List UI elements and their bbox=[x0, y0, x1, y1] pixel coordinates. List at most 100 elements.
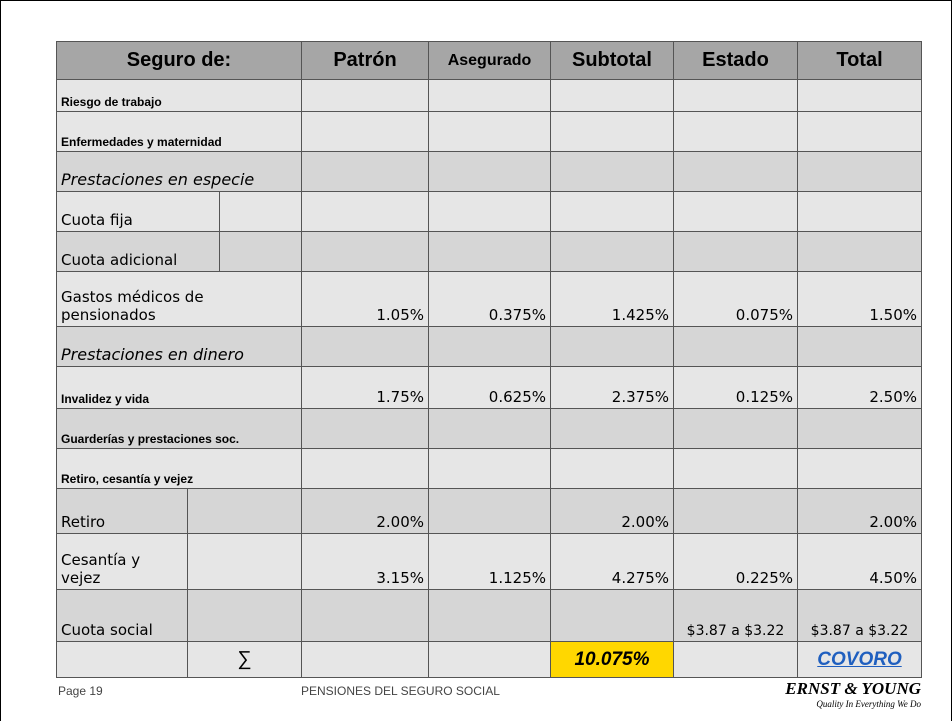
cell-text: 2.50% bbox=[869, 388, 917, 406]
empty-cell bbox=[797, 326, 922, 367]
empty-cell bbox=[550, 231, 674, 272]
table-cell: 1.425% bbox=[550, 271, 674, 327]
table-cell: COVORO bbox=[797, 641, 922, 678]
table-cell: Patrón bbox=[301, 41, 429, 80]
empty-cell bbox=[673, 408, 798, 449]
empty-cell bbox=[428, 111, 551, 152]
empty-cell bbox=[187, 589, 302, 642]
table-cell: Enfermedades y maternidad bbox=[56, 111, 302, 152]
cell-text: 1.425% bbox=[611, 306, 669, 324]
table-cell: Prestaciones en especie bbox=[56, 151, 302, 192]
cell-text: Gastos médicos de pensionados bbox=[61, 288, 204, 324]
table-cell: 0.225% bbox=[673, 533, 798, 590]
cell-text: $3.87 a $3.22 bbox=[686, 623, 785, 639]
table-cell: Asegurado bbox=[428, 41, 551, 80]
cell-text: COVORO bbox=[817, 648, 902, 670]
empty-cell bbox=[428, 589, 551, 642]
empty-cell bbox=[797, 111, 922, 152]
cell-text: ∑ bbox=[237, 648, 252, 670]
table-cell: 1.75% bbox=[301, 366, 429, 409]
empty-cell bbox=[301, 326, 429, 367]
empty-cell bbox=[301, 151, 429, 192]
cell-text: 3.15% bbox=[376, 569, 424, 587]
empty-cell bbox=[301, 191, 429, 232]
table-cell: $3.87 a $3.22 bbox=[797, 589, 922, 642]
cell-text: Total bbox=[836, 49, 883, 71]
cell-text: 4.275% bbox=[611, 569, 669, 587]
cell-text: 0.125% bbox=[735, 388, 793, 406]
empty-cell bbox=[428, 326, 551, 367]
table-cell: 4.50% bbox=[797, 533, 922, 590]
empty-cell bbox=[219, 231, 302, 272]
empty-cell bbox=[428, 231, 551, 272]
empty-cell bbox=[550, 191, 674, 232]
cell-text: Asegurado bbox=[447, 51, 532, 69]
empty-cell bbox=[673, 191, 798, 232]
page-number: Page 19 bbox=[58, 684, 103, 698]
table-cell: 2.00% bbox=[301, 488, 429, 534]
empty-cell bbox=[673, 641, 798, 678]
cell-text: 10.075% bbox=[574, 648, 650, 670]
empty-cell bbox=[428, 79, 551, 112]
cell-text: 0.375% bbox=[488, 306, 546, 324]
empty-cell bbox=[301, 589, 429, 642]
empty-cell bbox=[550, 589, 674, 642]
table-cell: 0.075% bbox=[673, 271, 798, 327]
table-cell: Subtotal bbox=[550, 41, 674, 80]
cell-text: Estado bbox=[702, 49, 769, 71]
table-cell: Cuota adicional bbox=[56, 231, 220, 272]
cell-text: 1.125% bbox=[488, 569, 546, 587]
empty-cell bbox=[797, 448, 922, 489]
empty-cell bbox=[301, 448, 429, 489]
cell-text: Retiro bbox=[61, 513, 106, 531]
empty-cell bbox=[428, 641, 551, 678]
cell-text: 2.00% bbox=[376, 513, 424, 531]
cell-text: Cuota social bbox=[61, 621, 153, 639]
table-cell: 2.50% bbox=[797, 366, 922, 409]
empty-cell bbox=[797, 408, 922, 449]
table-cell: 10.075% bbox=[550, 641, 674, 678]
cell-text: Invalidez y vida bbox=[61, 392, 150, 406]
empty-cell bbox=[56, 641, 188, 678]
cell-text: Prestaciones en dinero bbox=[61, 345, 244, 364]
empty-cell bbox=[797, 79, 922, 112]
table-cell: Cuota fija bbox=[56, 191, 220, 232]
empty-cell bbox=[428, 408, 551, 449]
table-cell: Cesantía y vejez bbox=[56, 533, 188, 590]
empty-cell bbox=[550, 111, 674, 152]
table-cell: Riesgo de trabajo bbox=[56, 79, 302, 112]
empty-cell bbox=[428, 448, 551, 489]
empty-cell bbox=[301, 231, 429, 272]
cell-text: 2.375% bbox=[611, 388, 669, 406]
empty-cell bbox=[797, 231, 922, 272]
empty-cell bbox=[301, 641, 429, 678]
table-cell: Estado bbox=[673, 41, 798, 80]
empty-cell bbox=[187, 533, 302, 590]
empty-cell bbox=[797, 151, 922, 192]
table-cell: Retiro, cesantía y vejez bbox=[56, 448, 302, 489]
cell-text: Retiro, cesantía y vejez bbox=[61, 472, 194, 486]
cell-text: Cesantía y vejez bbox=[61, 551, 141, 587]
table-cell: ∑ bbox=[187, 641, 302, 678]
cell-text: Subtotal bbox=[572, 49, 652, 71]
table-cell: Total bbox=[797, 41, 922, 80]
table-cell: 2.00% bbox=[550, 488, 674, 534]
cell-text: Patrón bbox=[333, 49, 397, 71]
cell-text: Riesgo de trabajo bbox=[61, 95, 162, 109]
cell-text: Cuota fija bbox=[61, 211, 133, 229]
table-cell: 4.275% bbox=[550, 533, 674, 590]
cell-text: $3.87 a $3.22 bbox=[810, 623, 909, 639]
empty-cell bbox=[673, 231, 798, 272]
table-cell: Invalidez y vida bbox=[56, 366, 302, 409]
table-cell: Gastos médicos de pensionados bbox=[56, 271, 302, 327]
cell-text: 0.225% bbox=[735, 569, 793, 587]
empty-cell bbox=[673, 488, 798, 534]
table-cell: 1.05% bbox=[301, 271, 429, 327]
empty-cell bbox=[550, 151, 674, 192]
table-cell: 1.125% bbox=[428, 533, 551, 590]
cell-text: 4.50% bbox=[869, 569, 917, 587]
empty-cell bbox=[673, 326, 798, 367]
empty-cell bbox=[550, 326, 674, 367]
table-cell: 0.125% bbox=[673, 366, 798, 409]
